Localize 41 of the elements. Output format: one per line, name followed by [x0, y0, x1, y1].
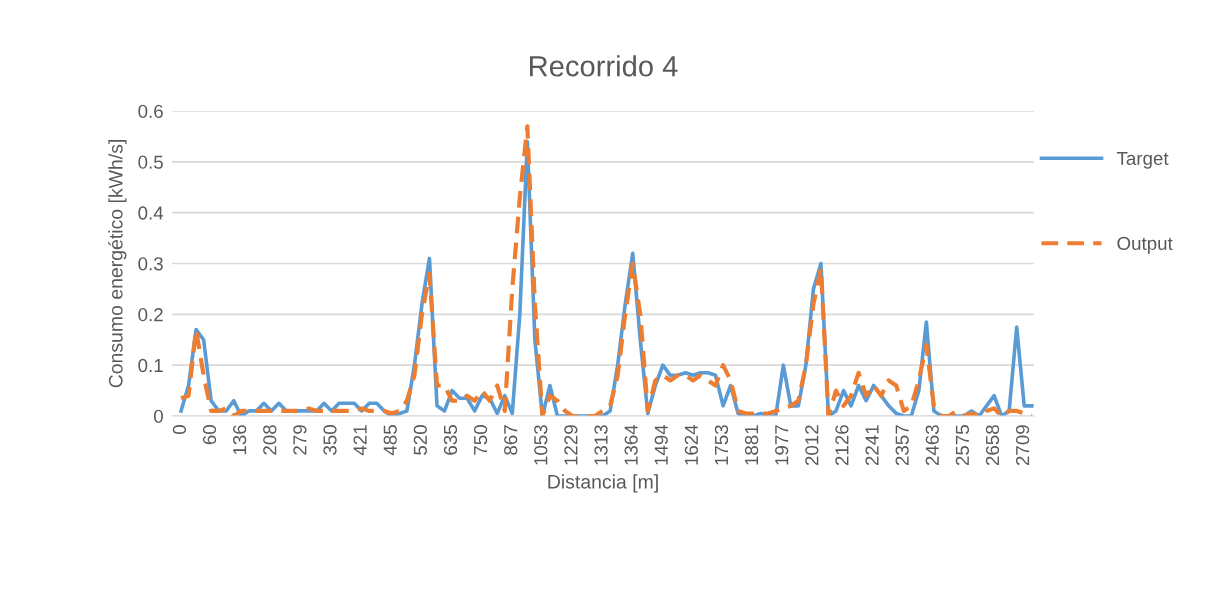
- x-tick-label: 2357: [895, 425, 909, 466]
- x-tick-label: 2658: [985, 425, 1000, 466]
- legend-label: Target: [1116, 151, 1169, 169]
- x-tick-label: 2012: [805, 425, 819, 466]
- x-tick-label: 60: [202, 425, 217, 445]
- y-tick-label: 0.5: [138, 155, 163, 169]
- x-axis-title: Distancia [m]: [548, 474, 658, 493]
- x-tick-label: 208: [263, 425, 277, 455]
- x-tick-label: 1494: [654, 424, 668, 465]
- x-tick-label: 485: [383, 425, 397, 456]
- legend-label: Output: [1117, 236, 1173, 254]
- x-tick-label: 2709: [1015, 425, 1030, 466]
- y-tick-label: 0.3: [138, 257, 163, 271]
- chart-title: Recorrido 4: [530, 55, 678, 77]
- x-tick-label: 2575: [955, 425, 970, 466]
- x-tick-label: 1229: [564, 425, 578, 465]
- x-tick-label: 350: [323, 425, 337, 455]
- x-tick-label: 1881: [744, 425, 759, 465]
- y-tick-label: 0: [153, 409, 163, 423]
- x-tick-label: 0: [172, 425, 187, 435]
- x-tick-label: 1753: [714, 425, 729, 465]
- x-tick-label: 867: [504, 425, 518, 455]
- x-tick-label: 750: [473, 425, 488, 455]
- x-tick-label: 1313: [594, 425, 608, 465]
- y-tick-label: 0.2: [138, 308, 163, 322]
- x-tick-label: 635: [443, 425, 458, 455]
- x-tick-label: 421: [353, 425, 367, 456]
- y-tick-label: 0.6: [138, 104, 163, 118]
- x-tick-label: 1053: [534, 425, 548, 465]
- y-tick-label: 0.4: [138, 206, 164, 220]
- x-tick-label: 2463: [925, 425, 939, 466]
- y-axis-title: Consumo energético [kWh/s]: [108, 140, 127, 388]
- x-tick-label: 1364: [624, 424, 638, 465]
- x-tick-label: 1624: [684, 424, 698, 465]
- x-tick-label: 2241: [865, 425, 879, 466]
- x-tick-label: 2126: [835, 425, 849, 466]
- x-tick-label: 520: [413, 425, 427, 455]
- y-tick-label: 0.1: [138, 358, 163, 373]
- x-tick-label: 279: [293, 425, 307, 455]
- x-tick-label: 136: [233, 425, 247, 455]
- x-tick-label: 1977: [775, 425, 789, 465]
